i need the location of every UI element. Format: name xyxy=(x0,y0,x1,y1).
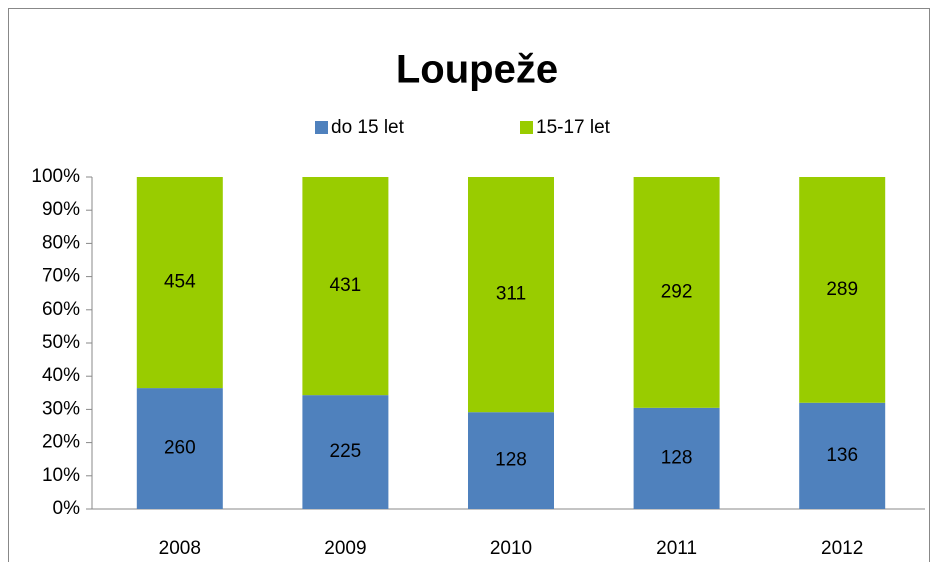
data-label: 454 xyxy=(164,272,196,293)
bar-segment xyxy=(136,177,223,389)
x-tick-label: 2012 xyxy=(821,538,863,559)
data-label: 292 xyxy=(661,281,693,302)
y-tick-label: 50% xyxy=(42,332,80,353)
chart-title: Loupeže xyxy=(396,48,558,92)
bar-segment xyxy=(136,388,223,509)
y-tick-label: 40% xyxy=(42,365,80,386)
bar-segment xyxy=(633,177,720,408)
y-tick-label: 20% xyxy=(42,432,80,453)
y-tick-label: 60% xyxy=(42,299,80,320)
y-tick-label: 10% xyxy=(42,465,80,486)
data-label: 260 xyxy=(164,438,196,459)
y-tick-label: 90% xyxy=(42,199,80,220)
y-tick-label: 30% xyxy=(42,398,80,419)
bar-segment xyxy=(468,412,554,509)
legend-swatch xyxy=(520,121,533,134)
y-tick-label: 80% xyxy=(42,232,80,253)
bar-segment xyxy=(468,177,554,413)
bar-segment xyxy=(302,177,389,396)
legend-swatch xyxy=(315,121,328,134)
data-label: 128 xyxy=(495,450,527,471)
x-tick-label: 2010 xyxy=(490,538,532,559)
data-label: 289 xyxy=(826,279,858,300)
legend-label: do 15 let xyxy=(331,117,405,138)
data-label: 431 xyxy=(330,275,362,296)
x-tick-label: 2008 xyxy=(159,538,201,559)
data-label: 311 xyxy=(496,284,526,305)
data-label: 136 xyxy=(826,445,858,466)
legend-label: 15-17 let xyxy=(536,117,611,138)
bar-segment xyxy=(799,177,886,403)
bar-segment xyxy=(302,395,389,509)
y-tick-label: 0% xyxy=(53,498,81,519)
y-tick-label: 100% xyxy=(31,166,80,187)
x-tick-label: 2011 xyxy=(656,538,697,559)
y-tick-label: 70% xyxy=(42,266,80,287)
data-label: 128 xyxy=(661,447,693,468)
x-tick-label: 2009 xyxy=(324,538,366,559)
data-label: 225 xyxy=(330,441,362,462)
bar-segment xyxy=(633,407,720,509)
bar-segment xyxy=(799,402,886,509)
